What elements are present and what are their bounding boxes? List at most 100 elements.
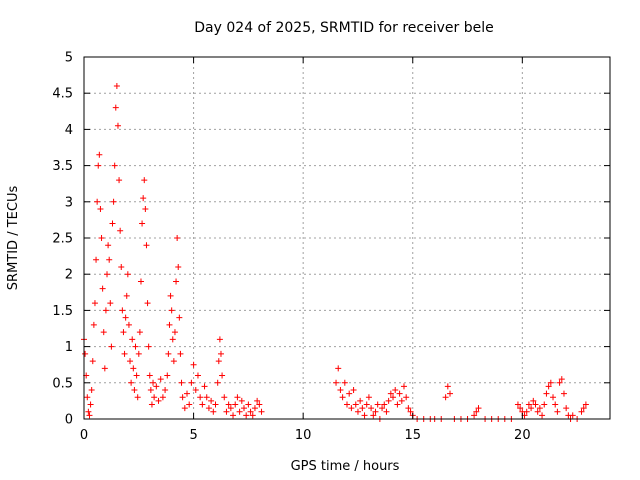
data-point <box>558 376 565 383</box>
data-point <box>447 390 454 397</box>
data-point <box>563 405 570 412</box>
data-point <box>254 397 261 404</box>
data-point <box>111 162 118 169</box>
data-point <box>85 408 92 415</box>
data-point <box>258 408 265 415</box>
data-point <box>357 397 364 404</box>
data-point <box>517 405 524 412</box>
data-point <box>159 394 166 401</box>
data-point <box>146 372 153 379</box>
x-tick-label: 20 <box>514 428 531 443</box>
data-point <box>383 408 390 415</box>
data-point <box>473 408 480 415</box>
y-tick-label: 1.5 <box>52 304 73 319</box>
data-point <box>112 104 119 111</box>
data-point <box>175 263 182 270</box>
data-point <box>212 401 219 408</box>
data-point <box>137 278 144 285</box>
data-point <box>543 390 550 397</box>
data-point <box>148 401 155 408</box>
data-point <box>335 365 342 372</box>
data-point <box>90 321 97 328</box>
data-point <box>215 358 222 365</box>
data-point <box>177 350 184 357</box>
data-point <box>442 394 449 401</box>
data-point <box>166 321 173 328</box>
data-point <box>119 307 126 314</box>
data-point <box>100 329 107 336</box>
data-point <box>219 372 226 379</box>
data-point <box>91 300 98 307</box>
data-point <box>124 271 131 278</box>
data-point <box>162 387 169 394</box>
data-point <box>199 401 206 408</box>
y-tick-label: 0.5 <box>52 376 73 391</box>
data-point <box>120 329 127 336</box>
data-point <box>167 292 174 299</box>
data-point <box>225 401 232 408</box>
y-tick-label: 0 <box>65 413 73 428</box>
chart-title: Day 024 of 2025, SRMTID for receiver bel… <box>194 20 493 36</box>
data-point <box>188 379 195 386</box>
data-point <box>238 397 245 404</box>
y-tick-label: 3.5 <box>52 159 73 174</box>
data-point <box>82 350 89 357</box>
data-point <box>135 350 142 357</box>
data-points <box>81 82 589 422</box>
y-tick-label: 1 <box>65 340 73 355</box>
data-point <box>116 177 123 184</box>
data-point <box>545 383 552 390</box>
data-point <box>194 372 201 379</box>
data-point <box>110 198 117 205</box>
data-point <box>157 376 164 383</box>
data-point <box>361 412 368 419</box>
y-tick-label: 2.5 <box>52 232 73 247</box>
data-point <box>101 365 108 372</box>
data-point <box>117 227 124 234</box>
data-point <box>337 387 344 394</box>
data-point <box>131 387 138 394</box>
data-point <box>184 390 191 397</box>
data-point <box>99 285 106 292</box>
data-point <box>387 390 394 397</box>
data-point <box>98 235 105 241</box>
data-point <box>370 412 377 419</box>
y-tick-label: 4.5 <box>52 87 73 102</box>
data-point <box>390 394 397 401</box>
data-point <box>550 394 557 401</box>
data-point <box>130 365 137 372</box>
data-point <box>232 401 239 408</box>
data-point <box>346 390 353 397</box>
data-point <box>536 405 543 412</box>
data-point <box>556 379 563 386</box>
y-tick-label: 2 <box>65 268 73 283</box>
data-point <box>541 401 548 408</box>
data-point <box>143 242 150 249</box>
data-point <box>525 401 532 408</box>
y-tick-label: 4 <box>65 123 73 138</box>
data-point <box>227 405 234 412</box>
data-point <box>379 405 386 412</box>
data-point <box>221 394 228 401</box>
data-point <box>132 343 139 350</box>
data-point <box>142 206 149 213</box>
data-point <box>216 336 223 343</box>
data-point <box>136 329 143 336</box>
data-point <box>352 401 359 408</box>
grid-lines <box>84 57 610 419</box>
data-point <box>129 336 136 343</box>
data-point <box>108 343 115 350</box>
data-point <box>236 408 243 415</box>
data-point <box>381 401 388 408</box>
data-point <box>359 405 366 412</box>
data-point <box>95 162 102 169</box>
data-point <box>552 401 559 408</box>
data-point <box>247 408 254 415</box>
data-point <box>365 394 372 401</box>
plot-frame <box>83 56 611 420</box>
data-point <box>230 412 237 419</box>
data-point <box>205 405 212 412</box>
data-point <box>176 314 183 321</box>
data-point <box>144 300 151 307</box>
